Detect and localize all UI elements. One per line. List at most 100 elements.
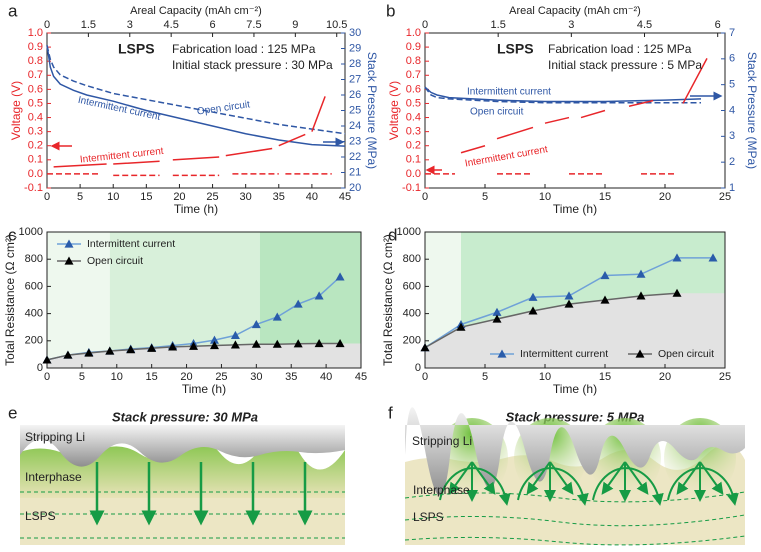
series-label: Open circuit bbox=[470, 107, 524, 118]
x-axis-label: Time (h) bbox=[553, 202, 597, 216]
data-point bbox=[272, 339, 282, 348]
data-point bbox=[420, 343, 430, 352]
layer-label: Stripping Li bbox=[25, 430, 85, 444]
y2-tick-label: 29 bbox=[349, 42, 361, 54]
data-point bbox=[564, 299, 574, 308]
x-tick-label: 20 bbox=[180, 371, 192, 383]
series-line bbox=[424, 86, 701, 104]
x-tick-label: 5 bbox=[79, 371, 85, 383]
data-point bbox=[147, 343, 157, 352]
annotation: Fabrication load : 125 MPa bbox=[548, 42, 692, 56]
shaded-band bbox=[47, 232, 110, 368]
y2-tick-label: 6 bbox=[729, 53, 735, 65]
data-point bbox=[272, 312, 282, 321]
data-point bbox=[314, 339, 324, 348]
data-point bbox=[189, 341, 199, 350]
y-tick-label: -0.1 bbox=[24, 182, 43, 194]
series-line bbox=[424, 292, 678, 349]
data-point bbox=[209, 335, 219, 344]
x2-tick-label: 4.5 bbox=[637, 19, 652, 31]
x-tick-label: 25 bbox=[719, 371, 731, 383]
x2-axis-label: Areal Capacity (mAh cm⁻²) bbox=[509, 5, 641, 17]
diagram-title: Stack pressure: 30 MPa bbox=[112, 409, 258, 424]
diagram-f: f Stack pressure: 5 MPa Stripping Li Int… bbox=[388, 403, 746, 546]
y-tick-label: 800 bbox=[403, 253, 421, 265]
x-tick-label: 20 bbox=[659, 371, 671, 383]
y-tick-label: 0.0 bbox=[406, 168, 421, 180]
x-tick-label: 0 bbox=[422, 371, 428, 383]
x2-tick-label: 0 bbox=[44, 19, 50, 31]
x-tick-label: 20 bbox=[173, 191, 185, 203]
data-point bbox=[105, 346, 115, 355]
layer-label: LSPS bbox=[413, 510, 444, 524]
x-tick-label: 40 bbox=[306, 191, 318, 203]
y-axis-label: Voltage (V) bbox=[387, 81, 401, 140]
y-tick-label: 0.6 bbox=[406, 83, 421, 95]
x2-axis-label: Areal Capacity (mAh cm⁻²) bbox=[130, 5, 262, 17]
data-point bbox=[209, 341, 219, 350]
x-tick-label: 10 bbox=[539, 371, 551, 383]
x2-tick-label: 1.5 bbox=[491, 19, 506, 31]
x-tick-label: 25 bbox=[719, 191, 731, 203]
y2-axis-label: Stack Pressure (MPa) bbox=[365, 52, 379, 169]
x-tick-label: 0 bbox=[422, 191, 428, 203]
x2-tick-label: 7.5 bbox=[246, 19, 261, 31]
x2-tick-label: 3 bbox=[127, 19, 133, 31]
y-tick-label: 600 bbox=[25, 280, 43, 292]
y-tick-label: 400 bbox=[403, 308, 421, 320]
x-tick-label: 5 bbox=[77, 191, 83, 203]
plot-frame bbox=[46, 231, 362, 369]
y-tick-label: 0.1 bbox=[28, 154, 43, 166]
x-tick-label: 15 bbox=[146, 371, 158, 383]
x-tick-label: 10 bbox=[111, 371, 123, 383]
x2-tick-label: 6 bbox=[209, 19, 215, 31]
legend-marker bbox=[64, 256, 74, 265]
y-tick-label: 0.9 bbox=[28, 41, 43, 53]
x-axis-label: Time (h) bbox=[182, 382, 226, 396]
y2-tick-label: 4 bbox=[729, 104, 735, 116]
data-point bbox=[456, 322, 466, 331]
lithium-layer bbox=[20, 425, 345, 467]
data-point bbox=[528, 292, 538, 301]
x-tick-label: 45 bbox=[339, 191, 351, 203]
pressure-arrows bbox=[89, 462, 313, 526]
data-point bbox=[636, 269, 646, 278]
y2-tick-label: 28 bbox=[349, 58, 361, 70]
y2-tick-label: 24 bbox=[349, 120, 361, 132]
data-point bbox=[293, 339, 303, 348]
series-line bbox=[46, 45, 346, 135]
x-tick-label: 10 bbox=[539, 191, 551, 203]
y-tick-label: 1.0 bbox=[28, 27, 43, 39]
y-tick-label: 0.3 bbox=[28, 126, 43, 138]
x-tick-label: 35 bbox=[285, 371, 297, 383]
panel-letter: c bbox=[8, 225, 17, 244]
y-tick-label: 0.4 bbox=[28, 111, 43, 123]
panel-letter: d bbox=[388, 225, 397, 244]
data-point bbox=[672, 288, 682, 297]
x-tick-label: 35 bbox=[273, 191, 285, 203]
y-tick-label: 600 bbox=[403, 280, 421, 292]
annotation: Fabrication load : 125 MPa bbox=[172, 42, 316, 56]
x-tick-label: 0 bbox=[44, 371, 50, 383]
y-tick-label: -0.1 bbox=[402, 182, 421, 194]
x2-tick-label: 6 bbox=[715, 19, 721, 31]
y2-tick-label: 26 bbox=[349, 89, 361, 101]
x-tick-label: 20 bbox=[659, 191, 671, 203]
y-tick-label: 800 bbox=[25, 253, 43, 265]
y-tick-label: 1000 bbox=[19, 226, 43, 238]
plot-frame bbox=[424, 231, 726, 369]
area-fill bbox=[425, 293, 725, 368]
data-point bbox=[335, 339, 345, 348]
data-point bbox=[314, 291, 324, 300]
layer-label: LSPS bbox=[25, 509, 56, 523]
data-point bbox=[230, 330, 240, 339]
data-point bbox=[63, 350, 73, 359]
x-tick-label: 5 bbox=[482, 191, 488, 203]
x-tick-label: 40 bbox=[320, 371, 332, 383]
y-tick-label: 0.5 bbox=[28, 97, 43, 109]
data-point bbox=[600, 295, 610, 304]
series-label: Intermittent current bbox=[79, 146, 164, 166]
x-tick-label: 25 bbox=[206, 191, 218, 203]
x-axis-label: Time (h) bbox=[553, 382, 597, 396]
y-tick-label: 0.7 bbox=[406, 69, 421, 81]
